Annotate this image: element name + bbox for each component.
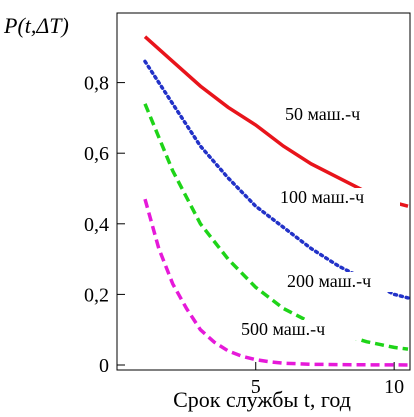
x-tick-label: 10 xyxy=(384,376,404,398)
series-label-2: 200 маш.-ч xyxy=(287,271,371,291)
y-tick-label: 0,6 xyxy=(84,143,109,165)
series-line-1 xyxy=(143,59,410,300)
series-label-3: 500 маш.-ч xyxy=(241,319,325,339)
x-axis-title: Срок службы t, год xyxy=(173,387,351,412)
y-tick-label: 0 xyxy=(99,355,109,377)
y-axis-title: P(t,ΔT) xyxy=(3,13,69,38)
series-line-2 xyxy=(143,103,409,351)
series-label-background xyxy=(278,188,400,208)
y-tick-label: 0,4 xyxy=(84,214,109,236)
series-label-background xyxy=(239,320,361,340)
series-label-background xyxy=(285,272,407,292)
series-line-3 xyxy=(143,198,409,367)
y-tick-label: 0,2 xyxy=(84,284,109,306)
plot-frame xyxy=(116,12,411,371)
series-label-1: 100 маш.-ч xyxy=(280,187,364,207)
y-tick-label: 0,8 xyxy=(84,73,109,95)
x-tick-label: 5 xyxy=(251,376,261,398)
series-label-0: 50 маш.-ч xyxy=(285,104,360,124)
